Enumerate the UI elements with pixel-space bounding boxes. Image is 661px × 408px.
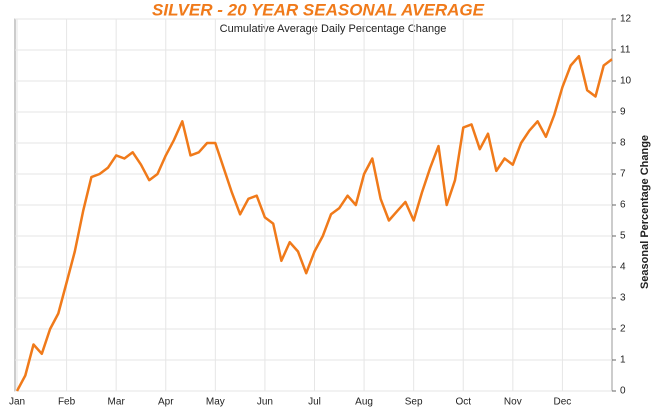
y-tick-label: 9 bbox=[620, 107, 626, 118]
y-axis-label: Seasonal Percentage Change bbox=[639, 135, 651, 289]
x-tick-label: Oct bbox=[455, 397, 471, 408]
y-tick-label: 8 bbox=[620, 138, 626, 149]
y-tick-label: 5 bbox=[620, 231, 626, 242]
y-tick-label: 2 bbox=[620, 324, 626, 335]
y-tick-label: 1 bbox=[620, 355, 626, 366]
y-tick-label: 12 bbox=[620, 14, 632, 25]
x-tick-label: Jan bbox=[9, 397, 25, 408]
y-tick-label: 3 bbox=[620, 293, 626, 304]
y-tick-label: 0 bbox=[620, 386, 626, 397]
x-tick-label: Jun bbox=[257, 397, 273, 408]
x-tick-label: Aug bbox=[355, 397, 373, 408]
x-tick-label: Dec bbox=[554, 397, 572, 408]
y-tick-label: 10 bbox=[620, 76, 632, 87]
chart-title: SILVER - 20 YEAR SEASONAL AVERAGE bbox=[152, 0, 485, 19]
x-tick-label: Jul bbox=[308, 397, 321, 408]
y-tick-label: 6 bbox=[620, 200, 626, 211]
y-tick-label: 4 bbox=[620, 262, 626, 273]
y-tick-label: 11 bbox=[620, 45, 631, 56]
x-tick-label: Feb bbox=[58, 397, 76, 408]
x-tick-label: May bbox=[206, 397, 225, 408]
chart-subtitle: Cumulative Average Daily Percentage Chan… bbox=[220, 23, 447, 35]
y-tick-label: 7 bbox=[620, 169, 626, 180]
data-line bbox=[15, 54, 613, 392]
x-tick-label: Mar bbox=[108, 397, 126, 408]
x-tick-label: Sep bbox=[405, 397, 423, 408]
x-tick-label: Nov bbox=[504, 397, 522, 408]
x-tick-label: Apr bbox=[158, 397, 174, 408]
